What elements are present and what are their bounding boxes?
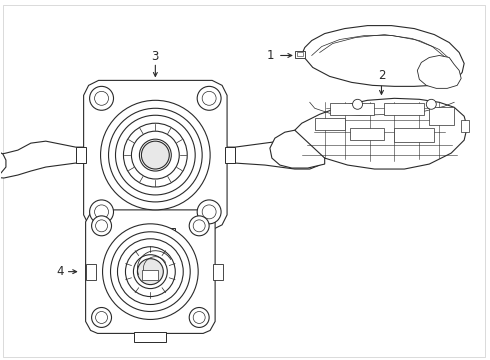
Ellipse shape [111,232,190,311]
Ellipse shape [96,311,107,323]
Bar [394,128,434,142]
Bar [429,107,454,125]
Bar [213,264,223,280]
Bar [330,103,374,115]
Ellipse shape [90,200,114,224]
Polygon shape [0,150,6,177]
Ellipse shape [92,216,112,236]
Bar [86,264,96,280]
Ellipse shape [131,131,179,179]
Ellipse shape [108,108,202,202]
Ellipse shape [133,255,167,289]
Text: 2: 2 [378,69,385,82]
Polygon shape [0,141,84,178]
Bar [295,50,305,58]
Ellipse shape [100,100,210,210]
Text: 1: 1 [267,49,275,62]
Ellipse shape [426,99,436,109]
Polygon shape [302,26,464,86]
Ellipse shape [193,220,205,232]
Ellipse shape [197,200,221,224]
Ellipse shape [125,247,175,297]
Polygon shape [417,55,461,88]
Ellipse shape [118,239,183,305]
Bar [385,103,424,115]
Text: 4: 4 [56,265,64,278]
Bar [141,230,171,238]
Ellipse shape [353,99,363,109]
Ellipse shape [102,224,198,319]
Bar [315,118,344,130]
Bar [349,128,385,140]
Bar [134,332,166,342]
Ellipse shape [197,86,221,110]
Bar [297,53,303,57]
Ellipse shape [193,311,205,323]
Polygon shape [86,210,215,333]
Ellipse shape [142,141,169,169]
Ellipse shape [189,216,209,236]
Bar [319,138,338,158]
Ellipse shape [90,86,114,110]
Bar [75,147,86,163]
Polygon shape [84,80,227,230]
Ellipse shape [140,139,171,171]
Ellipse shape [95,205,108,219]
Ellipse shape [189,307,209,328]
Bar [461,120,469,132]
Ellipse shape [96,220,107,232]
Ellipse shape [202,91,216,105]
Ellipse shape [92,307,112,328]
Ellipse shape [202,205,216,219]
Polygon shape [270,130,325,168]
Text: 3: 3 [152,50,159,63]
Polygon shape [227,141,323,169]
Polygon shape [295,98,467,169]
Ellipse shape [123,123,187,187]
Ellipse shape [95,91,108,105]
Bar [225,147,235,163]
Bar [135,228,175,240]
Ellipse shape [137,259,163,285]
Bar [143,270,158,280]
Ellipse shape [116,115,195,195]
